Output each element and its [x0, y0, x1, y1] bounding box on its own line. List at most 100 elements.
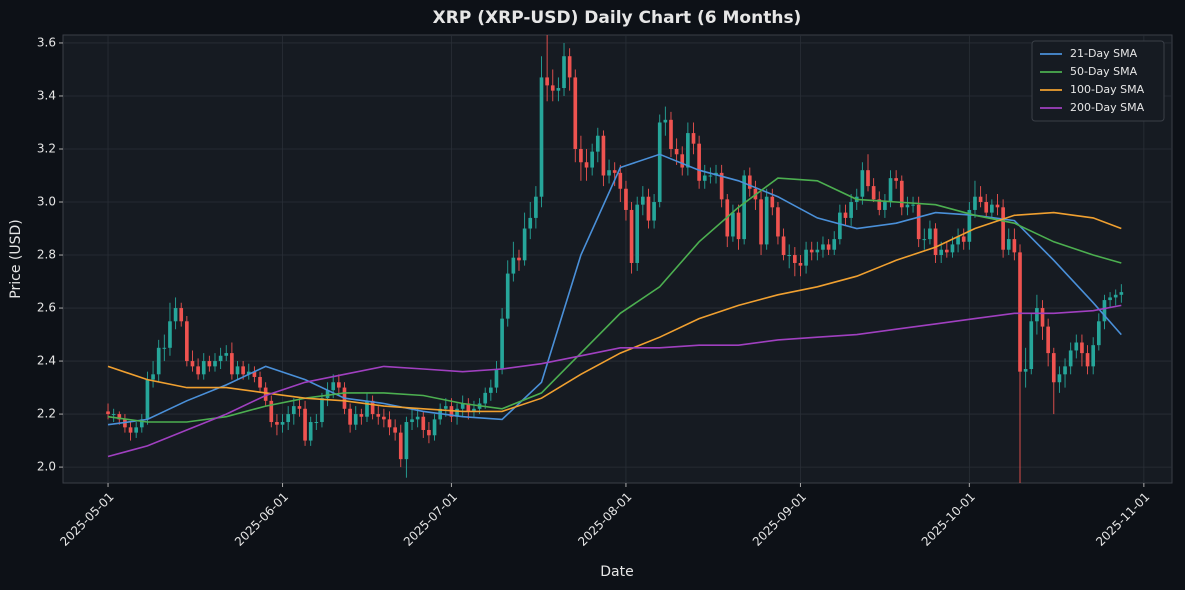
candle-body [111, 414, 116, 416]
candle-body [230, 353, 234, 375]
candle-body [213, 361, 217, 367]
candle-body [106, 411, 110, 415]
candle-body [629, 209, 634, 263]
candle-body [314, 422, 319, 424]
legend-label: 200-Day SMA [1070, 101, 1145, 114]
candle-body [967, 209, 972, 242]
candle-body [275, 422, 279, 425]
candle-body [708, 175, 713, 177]
candle-body [1085, 353, 1090, 367]
candle-body [443, 406, 448, 409]
candle-body [556, 88, 561, 91]
candle-body [804, 249, 808, 266]
candle-body [871, 186, 876, 200]
candle-body [1068, 350, 1073, 367]
sma-line [107, 211, 1122, 413]
candle-body [168, 321, 172, 348]
candle-body [747, 175, 752, 189]
candle-body [652, 202, 656, 221]
candle-body [269, 400, 274, 423]
candle-body [1040, 308, 1045, 327]
candle-body [308, 422, 313, 441]
candle-body [680, 154, 685, 168]
candle-body [877, 199, 882, 210]
candle-body [517, 257, 521, 261]
candle-body [534, 196, 538, 218]
candle-body [933, 228, 938, 256]
candle-body [162, 347, 167, 349]
candle-body [353, 414, 358, 425]
candle-body [702, 175, 707, 181]
candle-body [674, 148, 679, 155]
candle-body [1113, 294, 1118, 298]
candle-body [241, 366, 245, 375]
candle-body [601, 135, 606, 176]
plot-area [62, 34, 1173, 484]
candle-body [297, 406, 302, 409]
candle-body [742, 175, 746, 240]
candle-body [511, 257, 516, 274]
candle-body [365, 400, 369, 417]
candle-body [117, 414, 122, 420]
y-tick-label: 2.0 [37, 460, 56, 474]
sma-line [107, 304, 1122, 458]
candle-body [567, 56, 572, 78]
chart-title: XRP (XRP-USD) Daily Chart (6 Months) [433, 8, 802, 28]
y-tick-label: 2.4 [37, 354, 56, 368]
candle-body [331, 382, 336, 391]
candle-body [815, 249, 820, 253]
candle-body [657, 122, 662, 203]
candle-body [246, 371, 251, 375]
candle-body [826, 244, 831, 250]
candle-body [1001, 207, 1005, 250]
candle-body [263, 387, 268, 401]
sma-line [107, 177, 1122, 423]
candle-body [123, 419, 127, 428]
legend-label: 100-Day SMA [1070, 83, 1145, 96]
candle-body [303, 408, 307, 441]
candle-body [387, 419, 392, 428]
candle-body [415, 416, 420, 420]
candle-body [128, 427, 133, 433]
candle-body [866, 170, 870, 187]
candle-body [196, 366, 200, 375]
candle-body [595, 135, 600, 152]
legend-label: 50-Day SMA [1070, 65, 1138, 78]
candle-body [1080, 342, 1084, 354]
y-axis-label: Price (USD) [8, 219, 24, 298]
y-tick-label: 2.2 [37, 407, 56, 421]
candle-body [911, 204, 915, 206]
candle-body [562, 56, 566, 89]
candle-body [719, 172, 724, 200]
y-tick-label: 3.2 [37, 141, 56, 155]
candle-body [916, 204, 921, 240]
candle-body [731, 212, 735, 237]
candle-body [1108, 297, 1112, 301]
candle-body [291, 406, 296, 415]
candle-body [646, 196, 651, 221]
candle-body [922, 239, 927, 241]
x-axis-label: Date [600, 564, 633, 580]
candle-body [455, 408, 459, 417]
candle-body [1035, 308, 1039, 322]
candle-body [984, 202, 989, 213]
candle-body [939, 249, 944, 256]
candle-body [624, 188, 628, 210]
candle-body [607, 170, 611, 176]
candle-body [579, 148, 583, 163]
candle-body [218, 355, 223, 362]
candle-body [1057, 374, 1062, 383]
candle-body [528, 217, 533, 229]
candle-body [764, 196, 769, 245]
candle-body [393, 427, 397, 433]
candle-body [776, 207, 780, 237]
candle-body [522, 228, 527, 261]
candle-body [641, 196, 645, 205]
candle-body [460, 403, 465, 409]
candle-body [686, 133, 690, 168]
candle-body [320, 398, 324, 423]
candle-body [179, 308, 184, 322]
candle-body [978, 196, 983, 203]
plot [106, 35, 1124, 483]
